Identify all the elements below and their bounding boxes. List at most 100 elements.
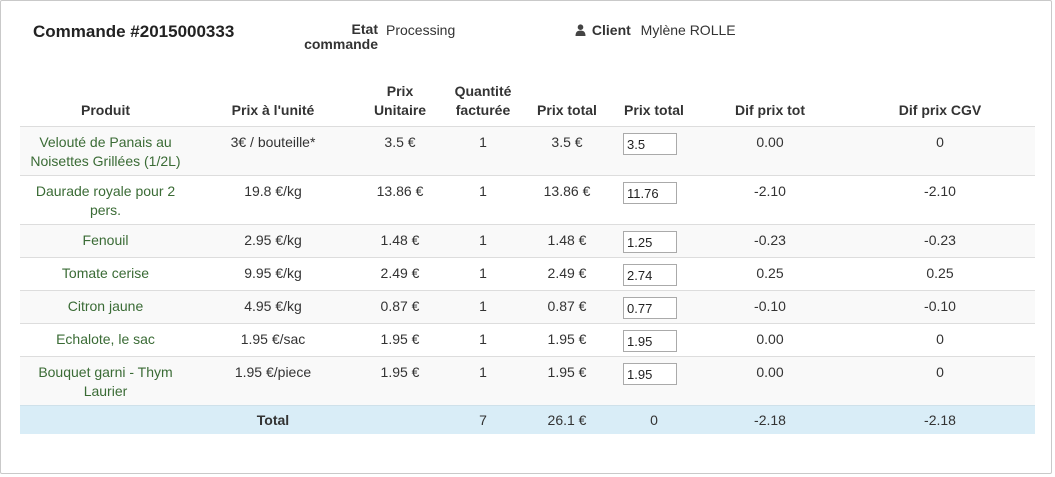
etat-label-line1: Etat (351, 21, 378, 37)
prix-unite: 19.8 €/kg (191, 175, 355, 225)
prix-unitaire: 1.95 € (355, 323, 445, 357)
prix-total-cell (613, 356, 695, 406)
table-row: Citron jaune 4.95 €/kg 0.87 € 1 0.87 € -… (20, 290, 1035, 324)
dif-prix-cgv: 0 (845, 356, 1035, 406)
order-title: Commande #2015000333 (33, 22, 235, 41)
order-items-table: Produit Prix à l'unité Prix Unitaire Qua… (20, 78, 1035, 434)
prix-total-input[interactable] (623, 231, 677, 253)
dif-prix-cgv: 0.25 (845, 257, 1035, 291)
prix-unite: 9.95 €/kg (191, 257, 355, 291)
quantite: 1 (445, 290, 521, 324)
quantite: 1 (445, 126, 521, 176)
prix-total: 1.48 € (521, 224, 613, 258)
total-input-sum: 0 (613, 405, 695, 434)
product-name: Daurade royale pour 2 pers. (20, 175, 191, 225)
col-quantite-line2: facturée (455, 102, 511, 118)
prix-unitaire: 13.86 € (355, 175, 445, 225)
dif-prix-tot: -2.10 (695, 175, 845, 225)
prix-unitaire: 1.48 € (355, 224, 445, 258)
client-name: Mylène ROLLE (640, 22, 736, 38)
total-dif-prix-cgv: -2.18 (845, 405, 1035, 434)
client-info: Client Mylène ROLLE (575, 22, 736, 39)
etat-commande-label: Etat commande (290, 22, 378, 52)
table-row: Bouquet garni - Thym Laurier 1.95 €/piec… (20, 356, 1035, 406)
table-row: Daurade royale pour 2 pers. 19.8 €/kg 13… (20, 175, 1035, 225)
prix-total-cell (613, 224, 695, 258)
col-prix-unitaire-line1: Prix (386, 83, 414, 99)
total-dif-prix-tot: -2.18 (695, 405, 845, 434)
prix-total-input[interactable] (623, 182, 677, 204)
prix-total-cell (613, 126, 695, 176)
col-prix-unitaire: Prix Unitaire (355, 78, 445, 127)
quantite: 1 (445, 224, 521, 258)
client-label: Client (591, 22, 631, 38)
table-row: Tomate cerise 9.95 €/kg 2.49 € 1 2.49 € … (20, 257, 1035, 291)
dif-prix-tot: 0.00 (695, 356, 845, 406)
prix-total: 0.87 € (521, 290, 613, 324)
dif-prix-cgv: -0.23 (845, 224, 1035, 258)
table-total-row: Total 7 26.1 € 0 -2.18 -2.18 (20, 405, 1035, 434)
total-label: Total (191, 405, 355, 434)
prix-unite: 1.95 €/piece (191, 356, 355, 406)
prix-unite: 4.95 €/kg (191, 290, 355, 324)
dif-prix-cgv: 0 (845, 126, 1035, 176)
col-dif-prix-tot: Dif prix tot (695, 78, 845, 127)
prix-total-cell (613, 175, 695, 225)
col-produit: Produit (20, 78, 191, 127)
prix-unitaire: 3.5 € (355, 126, 445, 176)
dif-prix-cgv: -0.10 (845, 290, 1035, 324)
total-empty-cell (355, 405, 445, 434)
total-prix-total: 26.1 € (521, 405, 613, 434)
product-name: Tomate cerise (20, 257, 191, 291)
quantite: 1 (445, 323, 521, 357)
prix-total: 1.95 € (521, 356, 613, 406)
dif-prix-tot: 0.00 (695, 323, 845, 357)
col-prix-unite: Prix à l'unité (191, 78, 355, 127)
prix-unitaire: 2.49 € (355, 257, 445, 291)
prix-total: 13.86 € (521, 175, 613, 225)
col-prix-total-input: Prix total (613, 78, 695, 127)
total-empty-cell (20, 405, 191, 434)
table-header-row: Produit Prix à l'unité Prix Unitaire Qua… (20, 78, 1035, 127)
dif-prix-cgv: 0 (845, 323, 1035, 357)
prix-total-input[interactable] (623, 330, 677, 352)
prix-total-input[interactable] (623, 297, 677, 319)
prix-total-input[interactable] (623, 133, 677, 155)
prix-unite: 1.95 €/sac (191, 323, 355, 357)
col-prix-total: Prix total (521, 78, 613, 127)
quantite: 1 (445, 356, 521, 406)
col-quantite: Quantité facturée (445, 78, 521, 127)
prix-total-input[interactable] (623, 363, 677, 385)
table-row: Echalote, le sac 1.95 €/sac 1.95 € 1 1.9… (20, 323, 1035, 357)
prix-unitaire: 1.95 € (355, 356, 445, 406)
quantite: 1 (445, 257, 521, 291)
prix-total: 2.49 € (521, 257, 613, 291)
user-icon (575, 23, 586, 39)
prix-total: 1.95 € (521, 323, 613, 357)
table-row: Fenouil 2.95 €/kg 1.48 € 1 1.48 € -0.23 … (20, 224, 1035, 258)
prix-total-cell (613, 323, 695, 357)
prix-total: 3.5 € (521, 126, 613, 176)
prix-total-input[interactable] (623, 264, 677, 286)
dif-prix-tot: 0.00 (695, 126, 845, 176)
total-quantite: 7 (445, 405, 521, 434)
dif-prix-cgv: -2.10 (845, 175, 1035, 225)
table-row: Velouté de Panais au Noisettes Grillées … (20, 126, 1035, 176)
dif-prix-tot: -0.10 (695, 290, 845, 324)
product-name: Fenouil (20, 224, 191, 258)
dif-prix-tot: -0.23 (695, 224, 845, 258)
product-name: Velouté de Panais au Noisettes Grillées … (20, 126, 191, 176)
dif-prix-tot: 0.25 (695, 257, 845, 291)
col-prix-unitaire-line2: Unitaire (373, 102, 427, 118)
prix-unite: 3€ / bouteille* (191, 126, 355, 176)
col-quantite-line1: Quantité (454, 83, 512, 99)
prix-total-cell (613, 290, 695, 324)
product-name: Echalote, le sac (20, 323, 191, 357)
etat-commande-value: Processing (386, 22, 456, 38)
product-name: Citron jaune (20, 290, 191, 324)
prix-unite: 2.95 €/kg (191, 224, 355, 258)
product-name: Bouquet garni - Thym Laurier (20, 356, 191, 406)
prix-total-cell (613, 257, 695, 291)
col-dif-prix-cgv: Dif prix CGV (845, 78, 1035, 127)
